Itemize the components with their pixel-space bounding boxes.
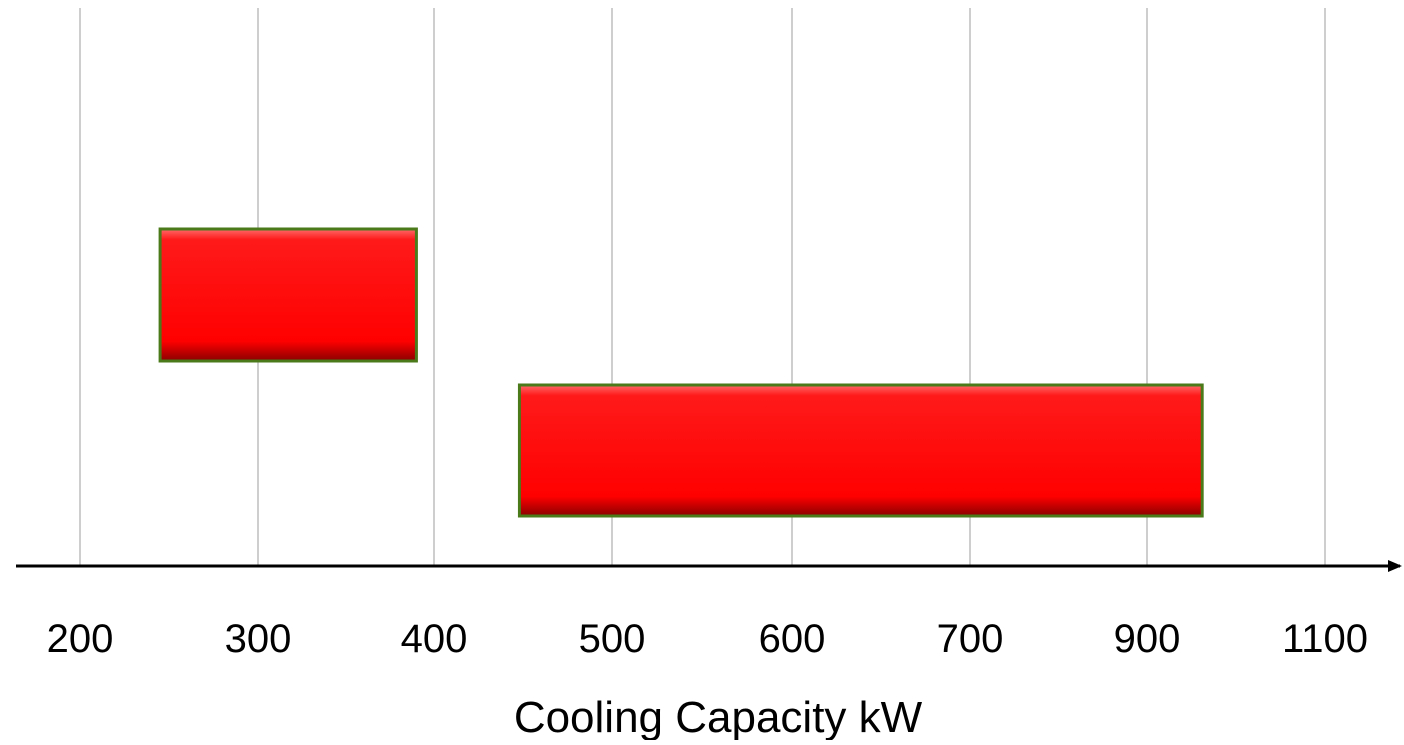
x-tick-label: 300 [225,617,292,661]
x-tick-label: 700 [937,617,1004,661]
x-tick-label: 500 [579,617,646,661]
x-tick-labels: 200 300 400 500 600 700 900 1100 [47,617,1368,661]
x-tick-label: 900 [1114,617,1181,661]
range-bar-2 [517,383,1204,518]
x-tick-label: 1100 [1282,617,1368,661]
range-bar-1 [158,227,418,363]
x-tick-label: 200 [47,617,114,661]
x-axis-label: Cooling Capacity kW [514,693,923,740]
x-tick-label: 600 [759,617,826,661]
x-tick-label: 400 [401,617,468,661]
gridlines [79,8,1326,566]
bars [158,227,1204,518]
